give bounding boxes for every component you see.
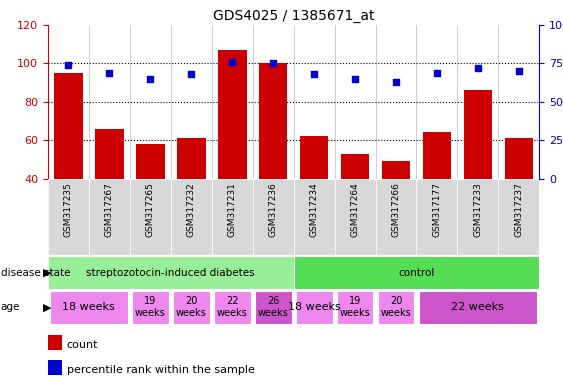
Point	[187, 71, 196, 77]
Bar	[214, 291, 251, 324]
Bar	[423, 132, 452, 179]
Bar	[378, 291, 414, 324]
Bar	[54, 73, 83, 179]
Text: count: count	[67, 339, 99, 349]
Bar	[341, 154, 369, 179]
Text: GSM317237: GSM317237	[515, 182, 524, 237]
Text: disease state: disease state	[1, 268, 70, 278]
Bar	[334, 179, 376, 255]
Bar	[129, 179, 171, 255]
Text: control: control	[398, 268, 435, 278]
Text: GSM317231: GSM317231	[227, 182, 236, 237]
Text: GSM317233: GSM317233	[473, 182, 482, 237]
Bar	[95, 129, 124, 179]
Bar	[294, 256, 539, 289]
Text: GSM317236: GSM317236	[269, 182, 278, 237]
Title: GDS4025 / 1385671_at: GDS4025 / 1385671_at	[213, 8, 374, 23]
Point	[473, 65, 482, 71]
Text: 20
weeks: 20 weeks	[381, 296, 412, 318]
Point	[432, 70, 441, 76]
Bar	[89, 179, 129, 255]
Text: 19
weeks: 19 weeks	[135, 296, 166, 318]
Text: streptozotocin-induced diabetes: streptozotocin-induced diabetes	[86, 268, 255, 278]
Point	[105, 70, 114, 76]
Text: GSM317266: GSM317266	[391, 182, 400, 237]
Bar	[136, 144, 164, 179]
Text: ▶: ▶	[43, 302, 52, 312]
Text: GSM317234: GSM317234	[310, 182, 319, 237]
Bar	[498, 179, 539, 255]
Bar	[132, 291, 169, 324]
Bar	[504, 138, 533, 179]
Text: 18 weeks: 18 weeks	[62, 302, 115, 312]
Bar	[457, 179, 498, 255]
Bar	[337, 291, 373, 324]
Text: GSM317265: GSM317265	[146, 182, 155, 237]
Text: GSM317264: GSM317264	[351, 182, 360, 237]
Bar	[48, 256, 294, 289]
Point	[64, 62, 73, 68]
Bar	[293, 179, 334, 255]
Bar	[50, 291, 128, 324]
Text: GSM317232: GSM317232	[187, 182, 196, 237]
Bar	[171, 179, 212, 255]
Point	[391, 79, 400, 85]
Point	[310, 71, 319, 77]
Point	[515, 68, 524, 74]
Bar	[173, 291, 209, 324]
Bar	[48, 334, 61, 349]
Text: 20
weeks: 20 weeks	[176, 296, 207, 318]
Bar	[177, 138, 205, 179]
Bar	[418, 291, 537, 324]
Point	[227, 59, 236, 65]
Text: 22 weeks: 22 weeks	[452, 302, 504, 312]
Bar	[463, 90, 492, 179]
Point	[269, 60, 278, 66]
Bar	[48, 179, 89, 255]
Bar	[254, 291, 292, 324]
Bar	[376, 179, 417, 255]
Text: ▶: ▶	[43, 268, 52, 278]
Text: GSM317267: GSM317267	[105, 182, 114, 237]
Bar	[259, 63, 288, 179]
Text: GSM317235: GSM317235	[64, 182, 73, 237]
Bar	[212, 179, 253, 255]
Bar	[417, 179, 457, 255]
Bar	[300, 136, 328, 179]
Text: GSM317177: GSM317177	[432, 182, 441, 237]
Text: percentile rank within the sample: percentile rank within the sample	[67, 364, 254, 374]
Text: age: age	[1, 302, 20, 312]
Text: 18 weeks: 18 weeks	[288, 302, 341, 312]
Text: 26
weeks: 26 weeks	[258, 296, 288, 318]
Point	[146, 76, 155, 82]
Bar	[48, 359, 61, 375]
Bar	[382, 161, 410, 179]
Text: 22
weeks: 22 weeks	[217, 296, 248, 318]
Text: 19
weeks: 19 weeks	[339, 296, 370, 318]
Bar	[296, 291, 333, 324]
Bar	[253, 179, 294, 255]
Point	[351, 76, 360, 82]
Bar	[218, 50, 247, 179]
